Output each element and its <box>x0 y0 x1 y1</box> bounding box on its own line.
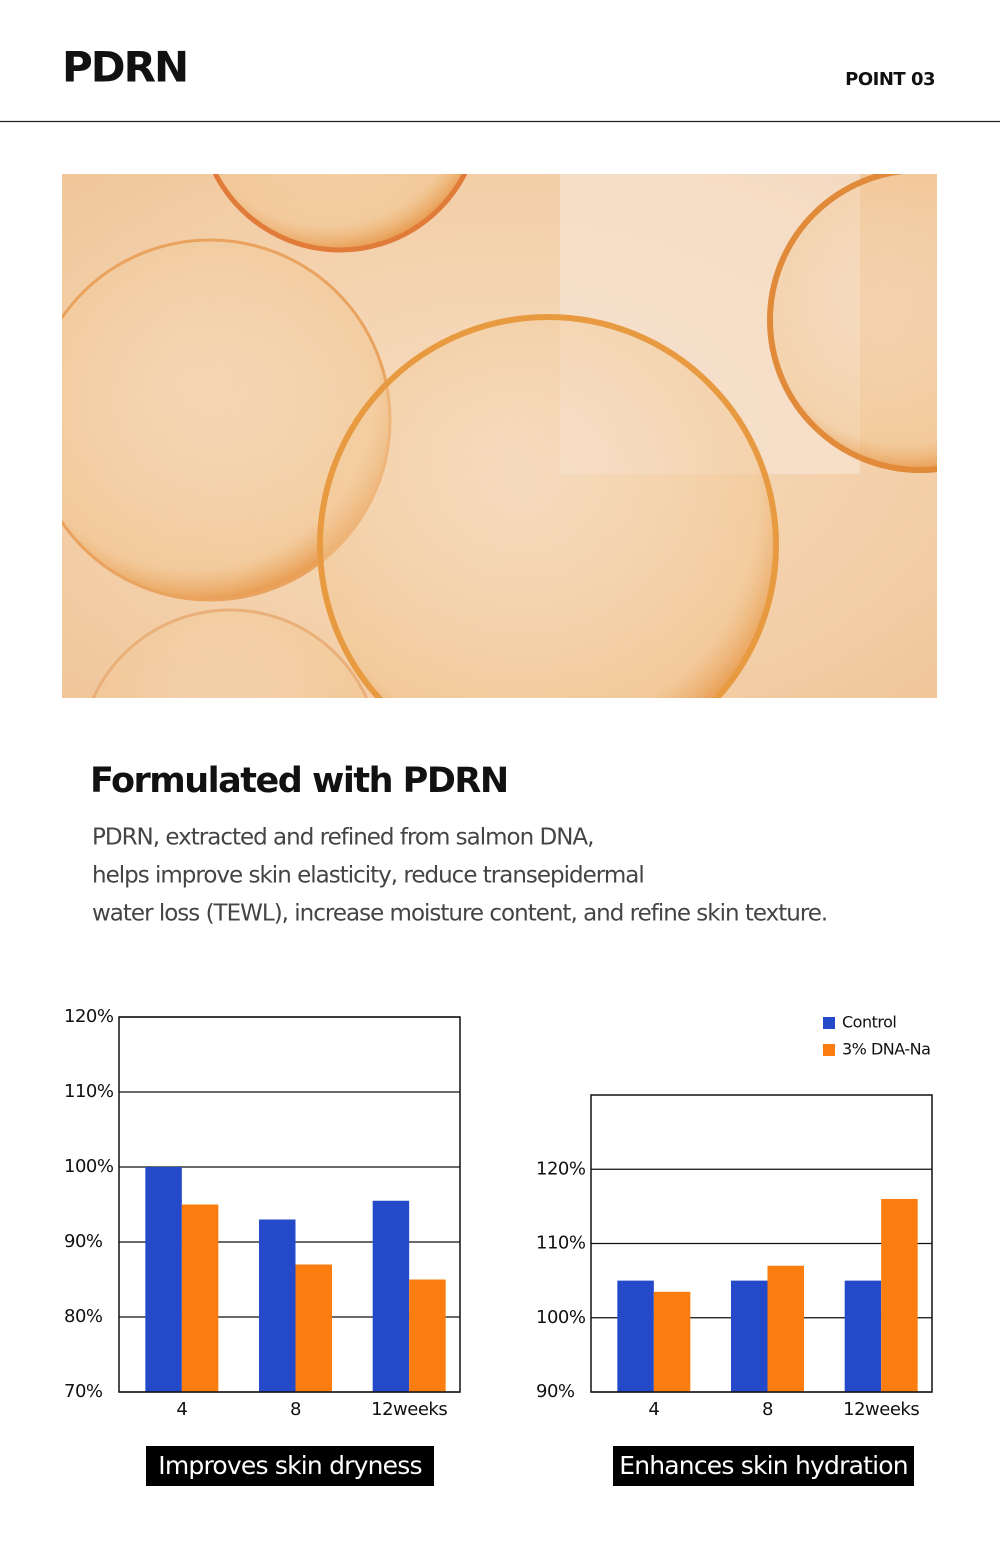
bar <box>844 1280 882 1392</box>
bar <box>409 1279 446 1392</box>
y-tick-label: 110% <box>536 1233 586 1254</box>
y-tick-label: 80% <box>64 1306 103 1327</box>
chart: 90% 100% 110% 120% 4 8 12weeks Control 3% DNA-Na… <box>536 1013 933 1486</box>
bar <box>181 1204 219 1392</box>
y-tick-label: 90% <box>536 1381 575 1402</box>
y-tick-label: 90% <box>64 1231 103 1252</box>
legend-label: Control <box>842 1013 896 1032</box>
hero-image <box>62 174 937 698</box>
point-label: POINT 03 <box>845 69 935 90</box>
plot-frame <box>118 1016 461 1393</box>
bar <box>731 1280 768 1392</box>
body-line: PDRN, extracted and refined from salmon … <box>92 825 593 851</box>
caption-box <box>146 1446 434 1486</box>
bar <box>617 1280 654 1392</box>
plot-frame <box>590 1094 933 1393</box>
y-tick-label: 120% <box>64 1006 114 1027</box>
heading: Formulated with PDRN <box>90 761 508 801</box>
bar <box>295 1264 332 1392</box>
y-tick-label: 110% <box>64 1081 114 1102</box>
legend-swatch <box>823 1017 835 1029</box>
chart-caption: Enhances skin hydration <box>619 1451 908 1480</box>
x-tick-label: 12weeks <box>843 1399 919 1420</box>
y-tick-label: 120% <box>536 1158 586 1179</box>
bar <box>259 1219 296 1392</box>
bar <box>145 1167 182 1392</box>
x-tick-label: 8 <box>762 1399 773 1420</box>
page-title: PDRN <box>62 43 187 92</box>
x-tick-label: 8 <box>290 1399 301 1420</box>
legend-swatch <box>823 1044 835 1056</box>
body-line: water loss (TEWL), increase moisture con… <box>92 901 827 927</box>
body-line: helps improve skin elasticity, reduce tr… <box>92 863 644 889</box>
legend-label: 3% DNA-Na <box>842 1040 930 1059</box>
bar <box>767 1265 804 1392</box>
caption-box <box>613 1446 914 1486</box>
x-tick-label: 12weeks <box>371 1399 447 1420</box>
chart: 70% 80% 90% 100% 110% 120% 4 8 12weeks Improves s… <box>64 1006 461 1486</box>
bar <box>881 1198 918 1392</box>
bar <box>653 1291 691 1392</box>
y-tick-label: 70% <box>64 1381 103 1402</box>
chart-caption: Improves skin dryness <box>158 1451 421 1480</box>
y-tick-label: 100% <box>536 1307 586 1328</box>
y-tick-label: 100% <box>64 1156 114 1177</box>
bar <box>372 1200 410 1392</box>
x-tick-label: 4 <box>648 1399 659 1420</box>
x-tick-label: 4 <box>176 1399 187 1420</box>
